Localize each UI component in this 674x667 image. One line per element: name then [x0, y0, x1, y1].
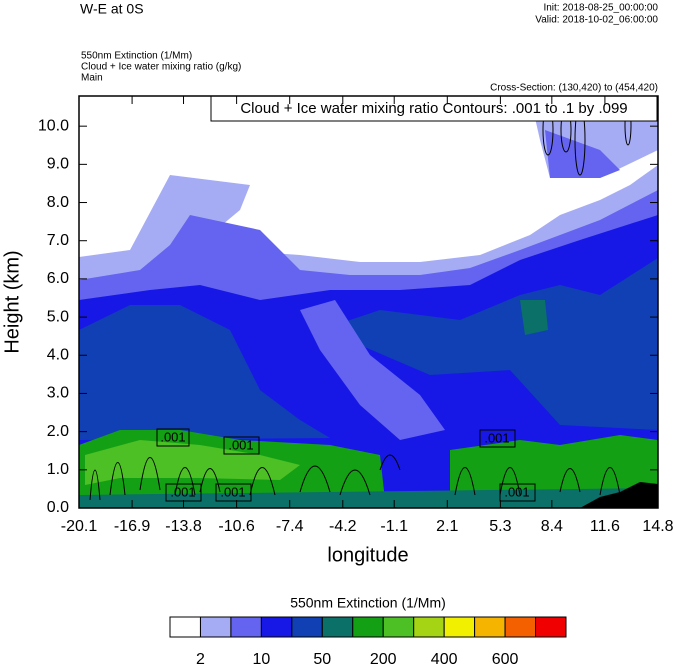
fill-field: 550nm Extinction (1/Mm)	[81, 51, 192, 62]
contour-labels: .001 .001 .001 .001 .001 .001	[156, 428, 536, 502]
x-tick-label: -16.9	[114, 518, 151, 535]
contour-label-box	[156, 428, 190, 447]
colorbar-box	[535, 616, 567, 638]
colorbar-box	[169, 616, 201, 638]
contour-label-box	[223, 436, 260, 455]
x-tick-label: -7.4	[276, 518, 304, 535]
field-region	[520, 300, 548, 335]
field-region	[320, 258, 658, 430]
colorbar-box	[382, 616, 415, 638]
x-tick-label: -10.6	[218, 518, 255, 535]
cross-section: Cross-Section: (130,420) to (454,420)	[490, 83, 658, 94]
x-tick-label: 8.4	[541, 518, 563, 535]
colorbar-box	[291, 616, 323, 638]
contour-info-box	[210, 95, 658, 122]
y-tick-label: 8.0	[47, 194, 69, 211]
x-tick-label: 2.1	[436, 518, 458, 535]
field-region	[79, 305, 330, 440]
colorbar-box	[321, 616, 354, 638]
colorbar-label: 50	[313, 651, 331, 667]
contour-label: .001	[220, 484, 245, 499]
x-tick-label: -1.1	[380, 518, 408, 535]
contour-label: .001	[484, 430, 509, 445]
colorbar-label: 200	[370, 651, 397, 667]
colorbar-label: 400	[431, 651, 458, 667]
valid-time: Valid: 2018-10-02_06:00:00	[535, 15, 658, 26]
contour-lines	[89, 104, 632, 501]
x-tick-label: -13.8	[165, 518, 202, 535]
colorbar-box	[260, 616, 293, 638]
y-tick-label: 6.0	[47, 270, 69, 287]
y-tick-label: 2.0	[47, 423, 69, 440]
contour-label-box	[479, 429, 516, 448]
contour-label: .001	[170, 484, 195, 499]
plot-frame	[78, 95, 659, 509]
colorbar-label: 2	[196, 651, 205, 667]
contour-label: .001	[228, 437, 253, 452]
x-tick-label: 11.6	[590, 518, 620, 535]
y-tick-label: 1.0	[47, 461, 69, 478]
colorbar-box	[413, 616, 445, 638]
y-tick-label: 7.0	[47, 232, 69, 249]
y-tick-label: 9.0	[47, 156, 69, 173]
colorbar: 2 10 50 200 400 600	[169, 616, 567, 667]
y-tick-label: 5.0	[47, 308, 69, 325]
chart-title: W-E at 0S	[80, 1, 144, 17]
colorbar-box	[474, 616, 506, 638]
colorbar-label: 10	[252, 651, 270, 667]
colorbar-box	[230, 616, 262, 638]
y-tick-label: 4.0	[47, 346, 69, 363]
terrain	[580, 482, 658, 508]
y-tick-label: 3.0	[47, 385, 69, 402]
field-region	[545, 130, 620, 178]
colorbar-box	[352, 616, 384, 638]
contour-label-box	[215, 483, 252, 502]
colorbar-box	[199, 616, 232, 638]
y-tick-label: 0.0	[47, 499, 69, 516]
x-axis-label: longitude	[327, 544, 408, 566]
contour-label: .001	[160, 429, 185, 444]
y-axis-label: Height (km)	[1, 250, 23, 353]
field-region	[300, 300, 445, 440]
field-region	[85, 440, 300, 485]
contour-field: Cloud + Ice water mixing ratio (g/kg)	[81, 62, 241, 73]
contour-label-box	[499, 483, 536, 502]
x-tick-label: 14.8	[642, 518, 673, 535]
x-tick-label: 5.3	[489, 518, 511, 535]
init-time: Init: 2018-08-25_00:00:00	[543, 3, 658, 14]
colorbar-title: 550nm Extinction (1/Mm)	[290, 595, 446, 611]
y-tick-label: 10.0	[38, 117, 69, 134]
contour-label: .001	[504, 484, 529, 499]
x-tick-label: -4.2	[329, 518, 357, 535]
contour-info: Cloud + Ice water mixing ratio Contours:…	[240, 100, 627, 117]
colorbar-box	[504, 616, 537, 638]
field-region	[79, 488, 658, 508]
colorbar-label: 600	[492, 651, 519, 667]
colorbar-box	[443, 616, 476, 638]
domain: Main	[81, 73, 103, 84]
x-tick-label: -20.1	[61, 518, 98, 535]
